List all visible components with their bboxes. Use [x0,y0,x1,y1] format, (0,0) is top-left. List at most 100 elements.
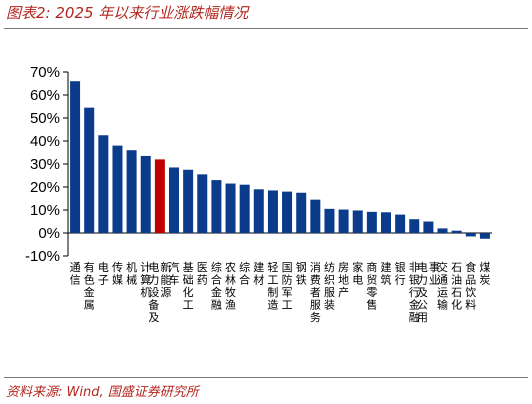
x-category-char: 铁 [296,274,307,287]
x-category-char: 药 [197,274,208,287]
bar [395,214,406,233]
x-category-char: 基 [183,261,194,274]
x-category-char: 及 [417,286,428,299]
bar [140,155,151,233]
x-category-char: 备 [148,298,159,312]
x-category-char: 工 [183,299,194,312]
x-category-char: 地 [338,274,349,287]
x-category-char: 融 [211,299,222,312]
x-category-char: 防 [282,273,293,287]
x-category-char: 材 [253,273,264,287]
x-category-char: 金 [409,298,420,312]
bar [211,180,222,233]
x-category-char: 电 [352,274,363,287]
bar [239,184,250,233]
x-category-label: 房地产 [338,261,349,299]
x-category-char: 品 [465,274,476,287]
x-category-label: 综合 [239,260,250,287]
x-category-char: 及 [148,311,159,324]
y-tick-label: 60% [30,87,60,104]
x-category-char: 银 [409,273,420,287]
x-category-label: 家电 [352,260,363,287]
x-category-char: 牧 [225,285,236,299]
x-category-char: 化 [183,285,194,299]
chart-title: 图表2: 2025 年以来行业涨跌幅情况 [6,4,249,22]
x-category-char: 筑 [381,273,392,287]
x-category-char: 织 [324,274,335,287]
bar [169,167,179,233]
x-category-char: 建 [381,260,392,274]
x-category-char: 能 [160,273,171,287]
x-category-char: 工 [282,299,293,312]
x-category-label: 传媒 [112,261,123,287]
bar [423,221,434,233]
x-category-char: 费 [310,274,321,287]
bar [267,190,278,233]
bar [338,209,349,233]
x-category-char: 综 [239,260,250,274]
x-category-char: 医 [197,261,208,274]
x-category-char: 础 [183,274,194,287]
x-category-char: 设 [148,286,159,299]
x-category-label: 银行 [395,260,406,287]
x-category-char: 机 [140,285,151,299]
x-category-char: 金 [84,285,95,299]
x-category-char: 军 [282,286,293,299]
bar [112,145,123,233]
x-category-char: 石 [451,261,462,274]
x-category-char: 电 [148,261,159,274]
bar [70,81,81,233]
x-category-char: 贸 [366,274,377,287]
x-category-char: 务 [310,311,321,324]
x-category-char: 力 [148,274,159,287]
x-category-char: 造 [267,298,278,312]
x-category-char: 信 [70,274,81,287]
x-category-label: 建材 [253,260,264,287]
bar [253,189,264,233]
x-category-char: 用 [417,311,428,324]
bar [324,208,335,233]
x-category-char: 炭 [479,274,490,287]
x-category-char: 事 [429,261,440,274]
x-category-char: 林 [225,273,236,287]
x-category-char: 产 [338,285,349,299]
x-category-char: 煤 [479,261,490,274]
x-category-char: 家 [352,260,363,274]
x-category-char: 电 [417,261,428,274]
x-category-char: 饮 [465,286,476,299]
bars [70,81,490,239]
bar [197,174,208,233]
x-category-char: 媒 [112,274,123,287]
bar [183,169,194,233]
x-axis-labels: 通信有色金属电子传媒机械计算机电力设备及新能源汽车基础化工医药综合金融农林牧渔综… [70,260,491,324]
x-category-char: 渔 [225,299,236,312]
x-category-char: 运 [437,286,448,299]
y-tick-label: 40% [30,133,60,150]
x-category-char: 合 [211,273,222,287]
x-category-label: 钢铁 [296,261,307,287]
x-category-char: 新 [160,260,171,274]
x-category-char: 传 [112,261,123,274]
x-category-char: 服 [310,299,321,312]
bar-chart: 70%60%50%40%30%20%10%0%-10% 通信有色金属电子传媒机械… [25,64,492,324]
x-category-char: 算 [140,273,151,287]
x-category-char: 银 [395,260,406,274]
x-category-char: 业 [429,274,440,287]
x-category-label: 通信 [70,261,81,287]
x-category-char: 交 [437,260,448,274]
x-category-char: 油 [451,273,462,287]
x-category-char: 合 [239,273,250,287]
bar [381,212,391,233]
bar [352,210,363,233]
x-category-char: 国 [282,261,293,274]
x-category-char: 服 [324,286,335,299]
x-category-char: 零 [366,286,377,299]
y-tick-label: 10% [30,202,60,219]
x-category-char: 房 [338,261,349,274]
x-category-char: 电 [98,261,109,274]
bar [225,183,236,233]
